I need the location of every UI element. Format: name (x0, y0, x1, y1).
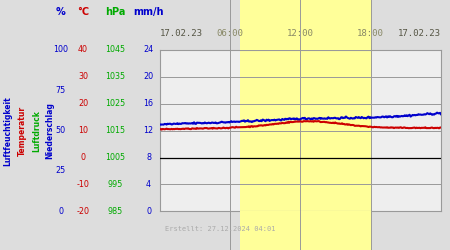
Text: 10: 10 (78, 126, 88, 135)
Text: Erstellt: 27.12.2024 04:01: Erstellt: 27.12.2024 04:01 (166, 226, 276, 232)
Text: 50: 50 (56, 126, 66, 135)
Text: 1005: 1005 (105, 153, 125, 162)
Text: 1035: 1035 (105, 72, 125, 81)
Bar (240, 0, 372, 50)
Text: 1015: 1015 (105, 126, 125, 135)
Text: -20: -20 (76, 207, 90, 216)
Text: 8: 8 (146, 153, 151, 162)
Text: 17.02.23: 17.02.23 (160, 28, 203, 38)
Text: 1025: 1025 (105, 99, 125, 108)
Bar (240, 211, 372, 250)
Text: Temperatur: Temperatur (18, 106, 27, 156)
Text: 985: 985 (108, 207, 123, 216)
Text: 100: 100 (53, 46, 68, 54)
Text: 20: 20 (78, 99, 88, 108)
Text: Niederschlag: Niederschlag (45, 102, 54, 159)
Text: 995: 995 (108, 180, 123, 189)
Bar (240, 50, 372, 211)
Text: 30: 30 (78, 72, 88, 81)
Text: °C: °C (77, 8, 89, 18)
Text: 16: 16 (144, 99, 153, 108)
Text: hPa: hPa (105, 8, 125, 18)
Text: 17.02.23: 17.02.23 (398, 28, 441, 38)
Text: 0: 0 (81, 153, 86, 162)
Text: 0: 0 (58, 207, 63, 216)
Text: 20: 20 (144, 72, 153, 81)
Text: Luftfeuchtigkeit: Luftfeuchtigkeit (4, 96, 13, 166)
Text: 40: 40 (78, 46, 88, 54)
Text: 18:00: 18:00 (357, 28, 384, 38)
Text: 75: 75 (56, 86, 66, 95)
Text: 12:00: 12:00 (287, 28, 314, 38)
Text: Luftdruck: Luftdruck (32, 110, 41, 152)
Text: 4: 4 (146, 180, 151, 189)
Text: 24: 24 (144, 46, 153, 54)
Text: -10: -10 (76, 180, 90, 189)
Text: 06:00: 06:00 (216, 28, 243, 38)
Text: 1045: 1045 (105, 46, 125, 54)
Text: 0: 0 (146, 207, 151, 216)
Text: 12: 12 (144, 126, 153, 135)
Text: 25: 25 (56, 166, 66, 175)
Text: mm/h: mm/h (133, 8, 164, 18)
Text: %: % (56, 8, 66, 18)
